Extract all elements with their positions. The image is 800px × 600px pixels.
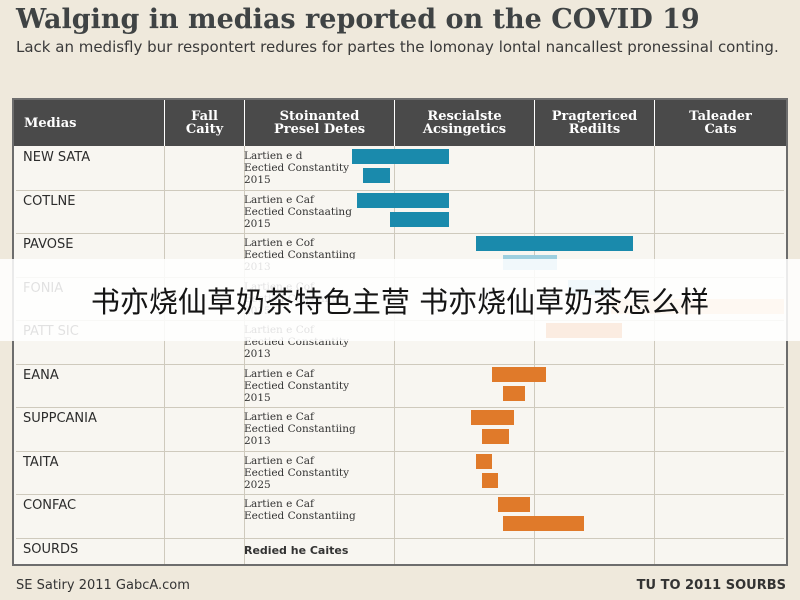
column-header: Fall Caity <box>164 100 244 146</box>
row-note: Lartien e Caf Eectied Constantiing 2013 <box>244 411 356 447</box>
timeline-bar <box>476 453 493 469</box>
timeline-bar <box>497 497 531 512</box>
overlay-banner: 书亦烧仙草奶茶特色主营 书亦烧仙草奶茶怎么样 <box>0 259 800 341</box>
chart-title: Walging in medias reported on the COVID … <box>16 4 700 35</box>
row-label: COTLNE <box>23 193 76 209</box>
row-note: Lartien e Caf Eectied Constantity 2015 <box>244 367 350 404</box>
timeline-bar <box>481 472 498 488</box>
row-label: EANA <box>23 367 59 383</box>
sources-note: Redied he Caites <box>244 543 349 557</box>
column-header: Rescialste Acsingetics <box>394 100 534 146</box>
row-label: SUPPCANIA <box>23 411 97 426</box>
row-divider <box>16 407 784 408</box>
row-label: TAITA <box>23 454 59 470</box>
timeline-bar <box>357 192 450 208</box>
column-divider <box>654 146 655 564</box>
column-divider <box>244 146 245 564</box>
timeline-bar <box>503 516 585 531</box>
column-header: Stoinanted Presel Detes <box>244 100 394 146</box>
row-note: Lartien e d Eectied Constantity 2015 <box>244 150 350 186</box>
timeline-bar <box>362 168 390 183</box>
column-header: Taleader Cats <box>654 100 786 146</box>
row-label: CONFAC <box>23 498 77 513</box>
row-label: PAVOSE <box>23 237 74 252</box>
row-divider <box>16 363 784 365</box>
timeline-bar <box>389 211 450 227</box>
row-note: Lartien e Caf Eectied Constantity 2025 <box>244 454 350 491</box>
column-divider <box>394 146 395 564</box>
row-label: SOURDS <box>23 541 79 557</box>
row-divider <box>16 233 784 234</box>
timeline-bar <box>476 236 633 251</box>
footer-source-right: TU TO 2011 SOURBS <box>636 578 786 593</box>
column-header: Medias <box>14 100 164 146</box>
timeline-bar <box>503 385 525 401</box>
timeline-bar <box>492 366 547 382</box>
row-note: Lartien e Caf Eectied Constantiing <box>244 498 356 522</box>
column-divider <box>164 146 165 564</box>
row-label: NEW SATA <box>23 150 91 165</box>
timeline-bar <box>481 429 509 444</box>
row-divider <box>16 537 784 539</box>
footer-source-left: SE Satiry 2011 GabcA.com <box>16 578 190 593</box>
chart-subtitle: Lack an medisfly bur respontert redures … <box>16 38 779 56</box>
timeline-bar <box>352 149 450 164</box>
row-divider <box>16 450 784 452</box>
row-divider <box>16 494 784 495</box>
column-divider <box>534 146 535 564</box>
column-header: Pragtericed Redilts <box>534 100 654 146</box>
row-note: Lartien e Caf Eectied Constaating 2015 <box>244 193 352 230</box>
row-divider <box>16 189 784 191</box>
timeline-bar <box>470 410 514 425</box>
